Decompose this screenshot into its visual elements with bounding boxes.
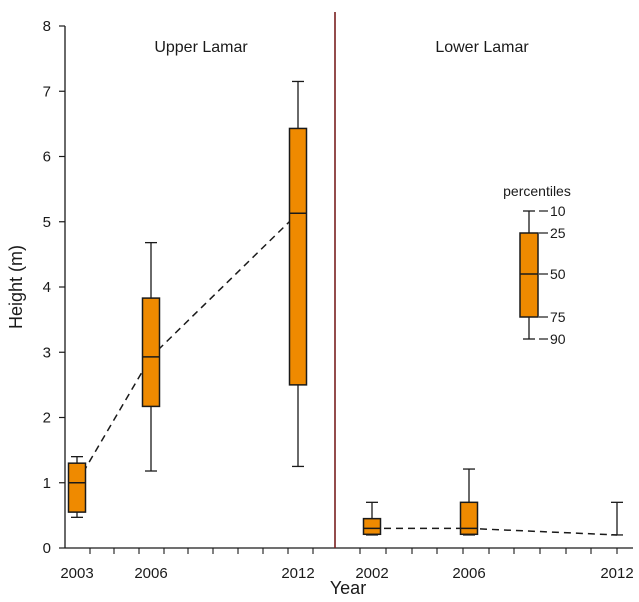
median-trend-line xyxy=(372,527,618,536)
box-2002 xyxy=(362,501,382,536)
y-tick-label: 5 xyxy=(43,214,51,231)
x-tick-label: 2012 xyxy=(281,565,314,582)
x-axis: 2003 2006 2012 2002 2006 2012 Year xyxy=(60,547,634,598)
y-axis-title: Height (m) xyxy=(6,245,26,329)
y-ticks: 0 1 2 3 4 5 6 7 8 xyxy=(43,18,65,557)
y-tick-label: 1 xyxy=(43,475,51,492)
y-tick-label: 0 xyxy=(43,540,51,557)
y-tick-label: 2 xyxy=(43,410,51,427)
legend-percentile-label: 90 xyxy=(550,331,566,347)
y-tick-label: 7 xyxy=(43,83,51,100)
y-axis: 0 1 2 3 4 5 6 7 8 Height (m) xyxy=(6,18,66,557)
percentile-legend: percentiles 10 25 50 75 90 xyxy=(503,183,571,347)
y-tick-label: 6 xyxy=(43,149,51,166)
box-iqr xyxy=(141,297,161,408)
legend-title: percentiles xyxy=(503,183,571,199)
x-tick-label: 2003 xyxy=(60,565,93,582)
panel-title-upper: Upper Lamar xyxy=(154,39,248,56)
x-tick-label: 2002 xyxy=(355,565,388,582)
box-iqr xyxy=(459,501,479,536)
box-iqr xyxy=(362,517,382,536)
x-tick-label: 2006 xyxy=(134,565,167,582)
legend-percentile-label: 75 xyxy=(550,309,566,325)
box-2003 xyxy=(67,455,87,518)
legend-percentile-label: 50 xyxy=(550,266,566,282)
x-ticks: 2003 2006 2012 2002 2006 2012 xyxy=(60,548,634,582)
x-tick-label: 2006 xyxy=(452,565,485,582)
box-2006 xyxy=(459,468,479,536)
box-iqr xyxy=(67,462,87,513)
y-tick-label: 4 xyxy=(43,279,51,296)
y-tick-label: 8 xyxy=(43,18,51,35)
y-tick-label: 3 xyxy=(43,344,51,361)
legend-percentile-label: 25 xyxy=(550,225,566,241)
box-series xyxy=(67,80,623,536)
median-trend-line xyxy=(76,212,299,484)
box-2012 xyxy=(611,501,623,536)
box-2006 xyxy=(141,241,161,472)
legend-percentile-label: 10 xyxy=(550,203,566,219)
x-tick-label: 2012 xyxy=(600,565,633,582)
box-2012 xyxy=(288,80,308,468)
legend-box xyxy=(519,232,539,318)
box-iqr xyxy=(288,127,308,386)
panel-title-lower: Lower Lamar xyxy=(435,39,529,56)
x-axis-title: Year xyxy=(330,578,366,598)
